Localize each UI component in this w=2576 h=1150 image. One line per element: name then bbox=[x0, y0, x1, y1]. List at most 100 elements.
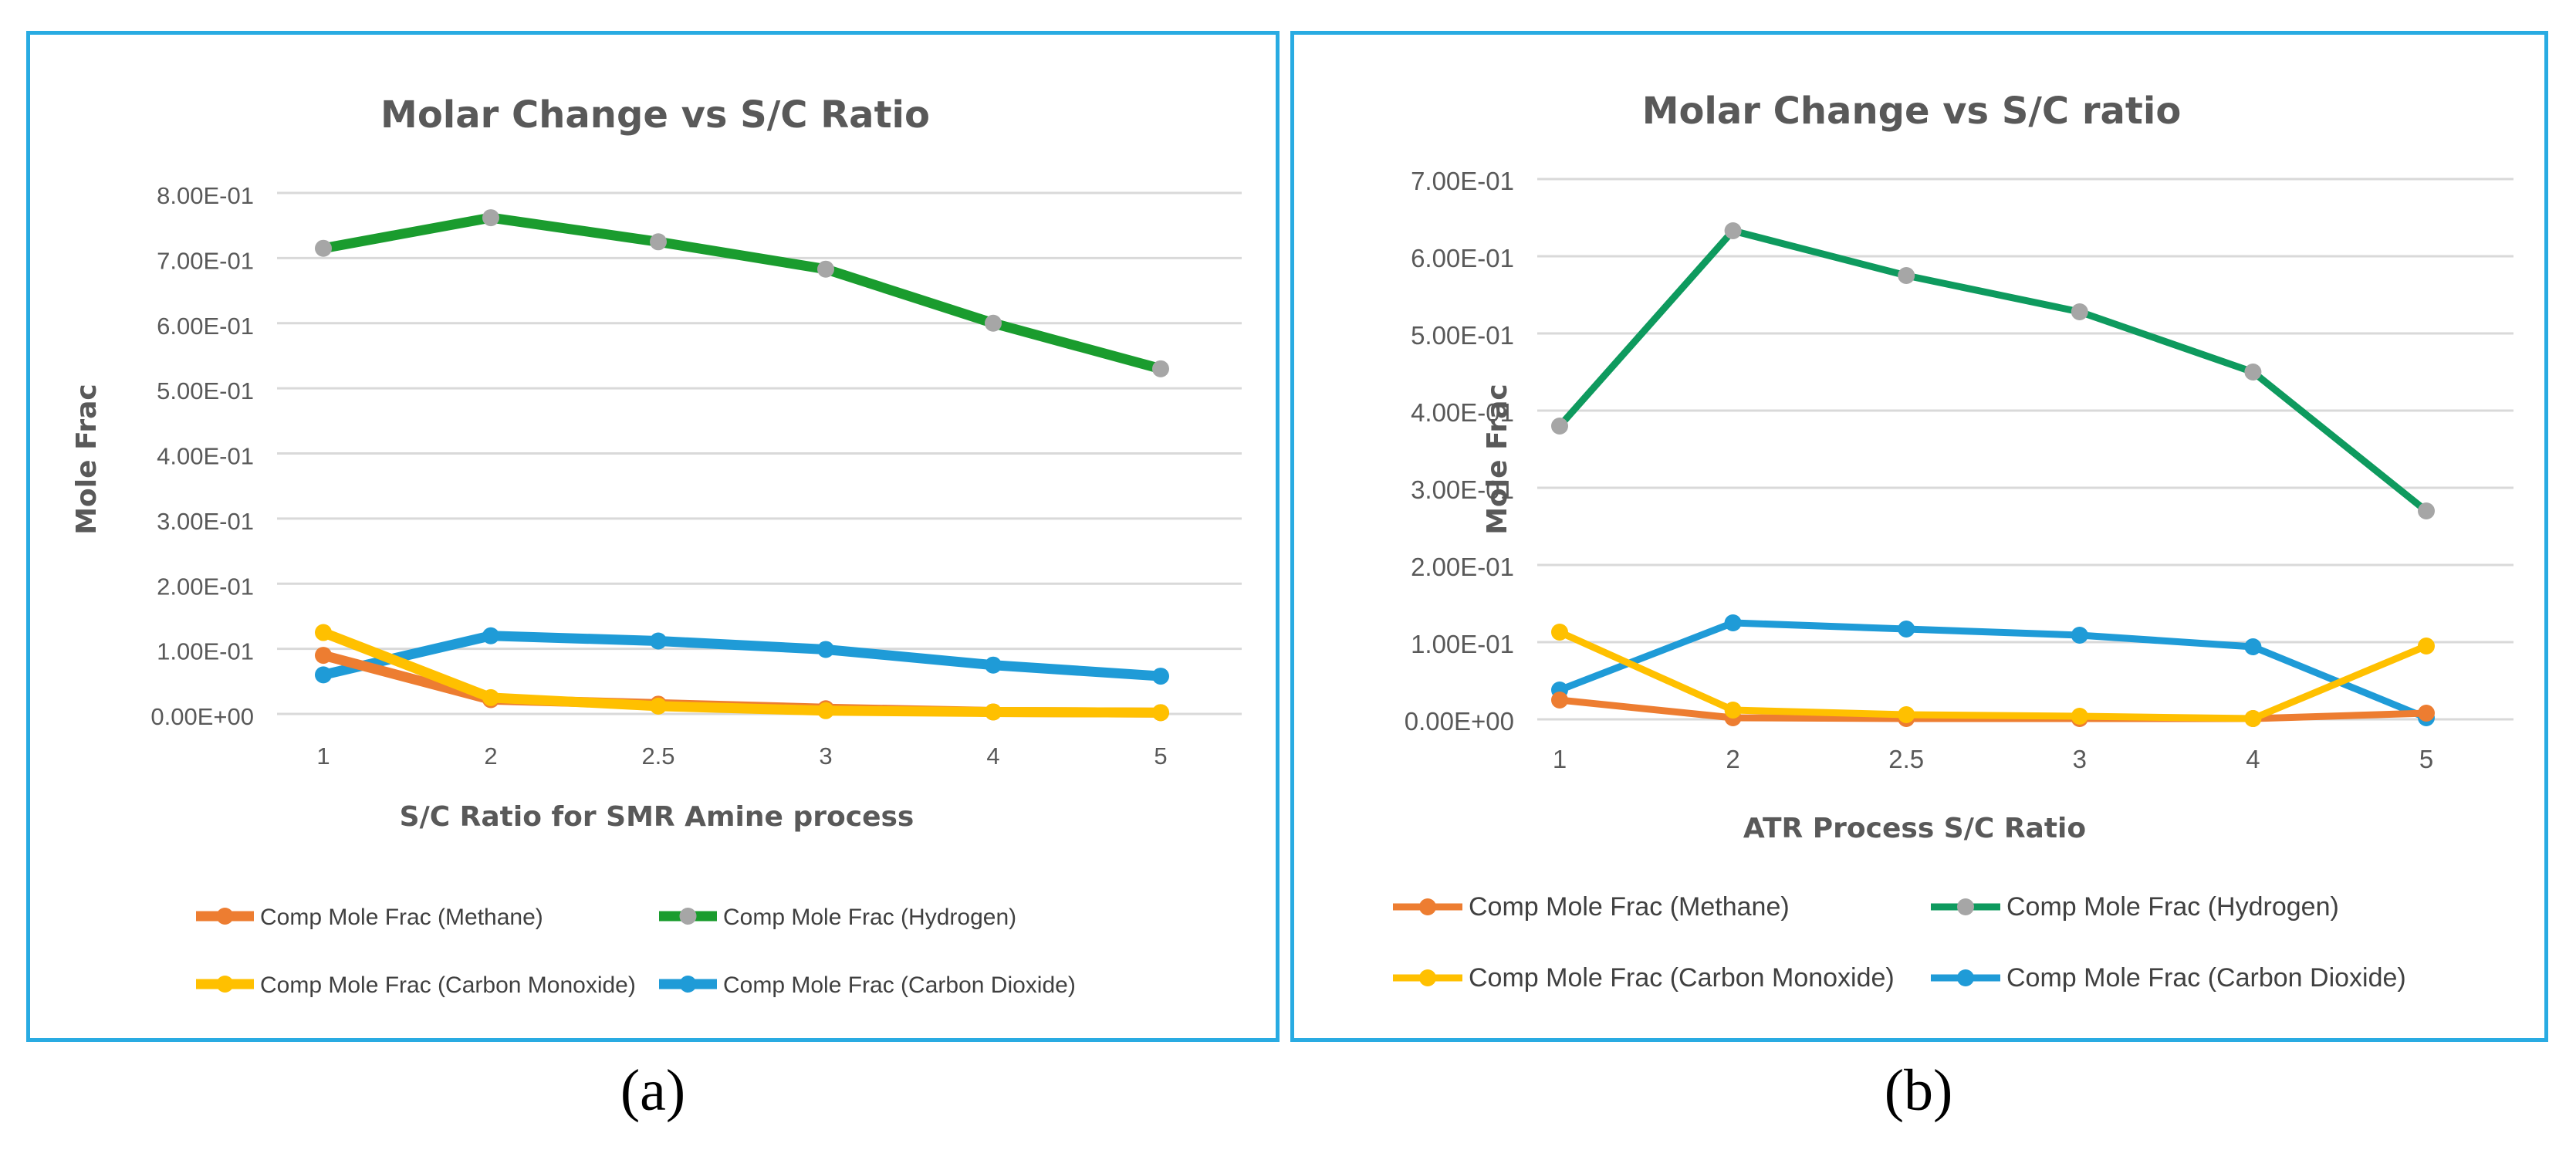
chart-b-data-point bbox=[2071, 708, 2088, 725]
chart-a-y-tick-label: 8.00E-01 bbox=[157, 182, 254, 209]
chart-b-data-point bbox=[2418, 705, 2435, 722]
chart-a-data-point bbox=[1152, 668, 1169, 685]
chart-b-y-tick-label: 3.00E-01 bbox=[1411, 475, 1514, 504]
chart-b-legend-marker bbox=[1957, 969, 1974, 986]
chart-b-data-point bbox=[1551, 624, 1568, 641]
chart-b-data-point bbox=[1898, 706, 1915, 723]
chart-a-data-point bbox=[985, 314, 1002, 332]
chart-a-data-point bbox=[650, 233, 667, 251]
chart-b-legend-label: Comp Mole Frac (Hydrogen) bbox=[2006, 892, 2339, 922]
chart-a-legend-marker bbox=[216, 976, 234, 993]
chart-b-x-tick-label: 3 bbox=[2073, 745, 2087, 773]
chart-a-data-point bbox=[1152, 704, 1169, 722]
chart-b-title: Molar Change vs S/C ratio bbox=[1642, 90, 2182, 133]
chart-a-data-point bbox=[817, 702, 834, 719]
chart-b-data-point bbox=[2071, 627, 2088, 644]
chart-a-series-line bbox=[322, 212, 1162, 374]
chart-panel-b: Molar Change vs S/C ratio 0.00E+00 1.00E-0… bbox=[1290, 31, 2548, 1042]
chart-b-x-tick-label: 2.5 bbox=[1888, 745, 1924, 773]
chart-a-data-point bbox=[817, 260, 834, 278]
chart-a-x-tick-label: 1 bbox=[316, 742, 330, 769]
chart-b-y-tick-label: 0.00E+00 bbox=[1405, 707, 1514, 736]
chart-a-x-tick-label: 5 bbox=[1154, 742, 1167, 769]
chart-b-x-axis-label: ATR Process S/C Ratio bbox=[1743, 813, 2086, 844]
chart-b-legend-marker bbox=[1957, 898, 1974, 915]
chart-a-y-tick-label: 1.00E-01 bbox=[157, 638, 254, 665]
chart-a-y-tick-label: 0.00E+00 bbox=[150, 703, 254, 730]
chart-a-legend-marker bbox=[679, 908, 697, 925]
chart-b-y-tick-label: 2.00E-01 bbox=[1411, 553, 1514, 581]
chart-b-data-point bbox=[2244, 710, 2262, 727]
chart-a-y-tick-label: 5.00E-01 bbox=[157, 377, 254, 404]
chart-a-svg: Molar Change vs S/C Ratio 0.00E+00 1.00E-0… bbox=[71, 93, 1242, 998]
chart-a-data-point bbox=[482, 688, 499, 706]
chart-b-data-point bbox=[1898, 621, 1915, 638]
chart-b-data-point bbox=[1724, 702, 1742, 719]
chart-a-x-tick-label: 4 bbox=[986, 742, 999, 769]
chart-b-legend-label: Comp Mole Frac (Carbon Monoxide) bbox=[1469, 963, 1895, 993]
chart-a-data-point bbox=[1152, 360, 1169, 377]
chart-b-x-tick-label: 2 bbox=[1726, 745, 1739, 773]
chart-a-data-point bbox=[650, 697, 667, 715]
chart-a-y-tick-label: 2.00E-01 bbox=[157, 573, 254, 600]
chart-a-x-tick-label: 2 bbox=[484, 742, 497, 769]
chart-a-legend-marker bbox=[216, 908, 234, 925]
chart-a-series-line bbox=[322, 631, 1161, 682]
chart-a-data-point bbox=[315, 647, 332, 665]
chart-a-x-tick-label: 3 bbox=[819, 742, 832, 769]
chart-a-data-point bbox=[315, 666, 332, 684]
chart-b-data-point bbox=[1551, 692, 1568, 709]
chart-a-x-tick-label: 2.5 bbox=[641, 742, 674, 769]
chart-b-data-point bbox=[2418, 638, 2435, 654]
chart-a-y-tick-label: 7.00E-01 bbox=[157, 247, 254, 274]
chart-a-title: Molar Change vs S/C Ratio bbox=[380, 93, 930, 137]
chart-b-y-tick-label: 4.00E-01 bbox=[1411, 398, 1514, 427]
sublabel-b: (b) bbox=[1884, 1058, 1953, 1123]
chart-a-data-point bbox=[482, 627, 499, 644]
chart-b-data-point bbox=[1724, 614, 1742, 631]
chart-b-data-point bbox=[2071, 303, 2088, 320]
chart-a-data-point bbox=[315, 239, 332, 257]
chart-a-legend-marker bbox=[679, 976, 697, 993]
chart-b-data-point bbox=[1898, 267, 1915, 284]
chart-a-data-point bbox=[315, 624, 332, 641]
chart-b-x-tick-label: 1 bbox=[1553, 745, 1567, 773]
chart-a-y-tick-label: 3.00E-01 bbox=[157, 508, 254, 535]
chart-b-data-point bbox=[1551, 418, 1568, 435]
chart-a-data-point bbox=[985, 656, 1002, 674]
chart-a-y-axis-label: Mole Frac bbox=[71, 384, 103, 535]
chart-a-data-point bbox=[650, 632, 667, 650]
chart-b-legend-label: Comp Mole Frac (Methane) bbox=[1469, 892, 1790, 922]
chart-b-legend-marker bbox=[1419, 969, 1436, 986]
chart-b-data-point bbox=[2244, 364, 2262, 381]
chart-b-data-point bbox=[2418, 502, 2435, 519]
chart-b-x-tick-label: 5 bbox=[2419, 745, 2433, 773]
chart-b-y-tick-label: 6.00E-01 bbox=[1411, 244, 1514, 272]
chart-b-series-line bbox=[1558, 619, 2428, 722]
chart-b-legend-label: Comp Mole Frac (Carbon Dioxide) bbox=[2006, 963, 2406, 993]
chart-b-y-tick-label: 1.00E-01 bbox=[1411, 630, 1514, 658]
chart-a-legend-label: Comp Mole Frac (Carbon Dioxide) bbox=[723, 972, 1076, 998]
chart-b-y-axis-label: Mole Frac bbox=[1482, 384, 1513, 535]
chart-b-svg: Molar Change vs S/C ratio 0.00E+00 1.00E-0… bbox=[1393, 90, 2513, 993]
sublabel-a: (a) bbox=[620, 1058, 686, 1123]
chart-a-x-axis-label: S/C Ratio for SMR Amine process bbox=[400, 801, 914, 833]
chart-b-data-point bbox=[1724, 222, 1742, 239]
chart-a-data-point bbox=[985, 703, 1002, 721]
chart-b-series-line bbox=[1557, 227, 2429, 514]
chart-a-y-tick-label: 4.00E-01 bbox=[157, 443, 254, 470]
chart-b-data-point bbox=[2244, 638, 2262, 655]
chart-a-y-tick-label: 6.00E-01 bbox=[157, 313, 254, 340]
chart-a-legend-label: Comp Mole Frac (Carbon Monoxide) bbox=[260, 972, 636, 998]
chart-a-legend-label: Comp Mole Frac (Hydrogen) bbox=[723, 905, 1016, 930]
chart-a-series-line bbox=[321, 627, 1161, 718]
chart-b-x-tick-label: 4 bbox=[2246, 745, 2260, 773]
chart-panel-a: Molar Change vs S/C Ratio 0.00E+00 1.00E-0… bbox=[26, 31, 1280, 1042]
chart-b-series-line bbox=[1558, 628, 2428, 722]
chart-a-data-point bbox=[817, 641, 834, 658]
chart-b-legend-marker bbox=[1419, 898, 1436, 915]
chart-b-y-tick-label: 5.00E-01 bbox=[1411, 321, 1514, 350]
chart-a-legend-label: Comp Mole Frac (Methane) bbox=[260, 905, 543, 930]
chart-b-y-tick-label: 7.00E-01 bbox=[1411, 167, 1514, 195]
chart-a-data-point bbox=[482, 209, 499, 227]
